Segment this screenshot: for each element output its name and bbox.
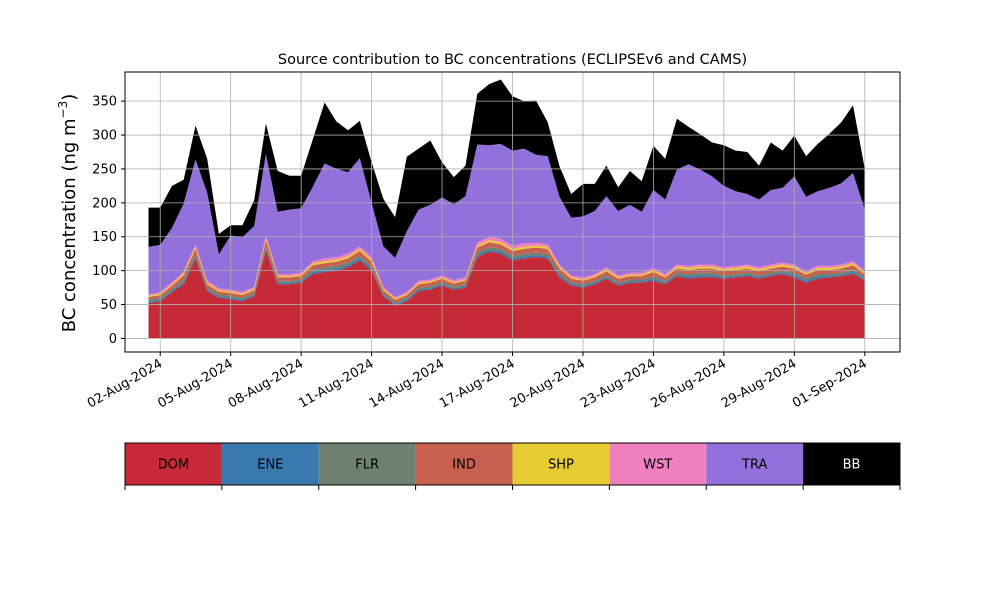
area-bb bbox=[148, 79, 865, 258]
y-tick-label: 350 bbox=[92, 95, 117, 110]
x-tick-label: 23-Aug-2024 bbox=[578, 356, 658, 411]
legend-label-ene: ENE bbox=[257, 458, 283, 473]
y-tick-label: 250 bbox=[92, 162, 117, 177]
legend-swatch-bb bbox=[803, 443, 900, 485]
y-tick-label: 300 bbox=[92, 129, 117, 144]
legend-swatch-wst bbox=[609, 443, 707, 485]
area-ene bbox=[148, 248, 865, 306]
area-wst bbox=[148, 235, 865, 299]
x-tick-label: 20-Aug-2024 bbox=[508, 356, 588, 411]
grid-lines bbox=[125, 72, 900, 352]
x-tick-label: 05-Aug-2024 bbox=[155, 356, 235, 411]
legend-swatch-dom bbox=[125, 443, 222, 485]
area-dom bbox=[148, 250, 865, 339]
y-tick-label: 50 bbox=[100, 298, 117, 313]
legend-label-shp: SHP bbox=[548, 458, 574, 473]
x-tick-label: 08-Aug-2024 bbox=[226, 356, 306, 411]
y-tick-label: 0 bbox=[109, 332, 117, 347]
y-axis-label-text: BC concentration (ng m bbox=[59, 118, 80, 332]
x-tick-label: 17-Aug-2024 bbox=[437, 356, 517, 411]
plot-area bbox=[124, 71, 901, 353]
legend-swatch-ene bbox=[221, 443, 319, 485]
x-axis: 02-Aug-202405-Aug-202408-Aug-202411-Aug-… bbox=[85, 352, 870, 412]
x-tick-label: 14-Aug-2024 bbox=[367, 356, 447, 411]
legend-label-bb: BB bbox=[843, 458, 861, 473]
legend-colorbar: DOM ENE FLR IND SHP WST TRA BB bbox=[124, 442, 901, 490]
y-tick-label: 100 bbox=[92, 264, 117, 279]
legend-label-wst: WST bbox=[643, 458, 672, 473]
y-axis-label-close: ) bbox=[59, 94, 80, 101]
x-tick-label: 11-Aug-2024 bbox=[296, 356, 376, 411]
y-axis-label: BC concentration (ng m−3) bbox=[56, 94, 80, 333]
area-ind bbox=[148, 240, 865, 303]
legend-swatch-flr bbox=[318, 443, 416, 485]
legend-swatch-shp bbox=[512, 443, 610, 485]
legend-label-dom: DOM bbox=[158, 458, 189, 473]
area-shp bbox=[148, 238, 865, 300]
x-tick-label: 01-Sep-2024 bbox=[790, 356, 870, 411]
y-tick-label: 150 bbox=[92, 230, 117, 245]
legend-swatch-ind bbox=[415, 443, 513, 485]
legend-label-flr: FLR bbox=[355, 458, 379, 473]
area-tra bbox=[148, 143, 865, 298]
y-axis: 0 50 100 150 200 250 300 350 bbox=[92, 95, 125, 347]
x-tick-label: 26-Aug-2024 bbox=[649, 356, 729, 411]
legend-label-tra: TRA bbox=[741, 458, 767, 473]
x-tick-label: 29-Aug-2024 bbox=[719, 356, 799, 411]
legend-label-ind: IND bbox=[452, 458, 476, 473]
y-tick-label: 200 bbox=[92, 196, 117, 211]
stacked-areas bbox=[148, 79, 865, 339]
chart-title: Source contribution to BC concentrations… bbox=[278, 52, 747, 68]
y-axis-label-superscript: −3 bbox=[56, 101, 70, 119]
area-flr bbox=[148, 245, 865, 305]
legend-swatch-tra bbox=[706, 443, 804, 485]
x-tick-label: 02-Aug-2024 bbox=[85, 356, 165, 411]
